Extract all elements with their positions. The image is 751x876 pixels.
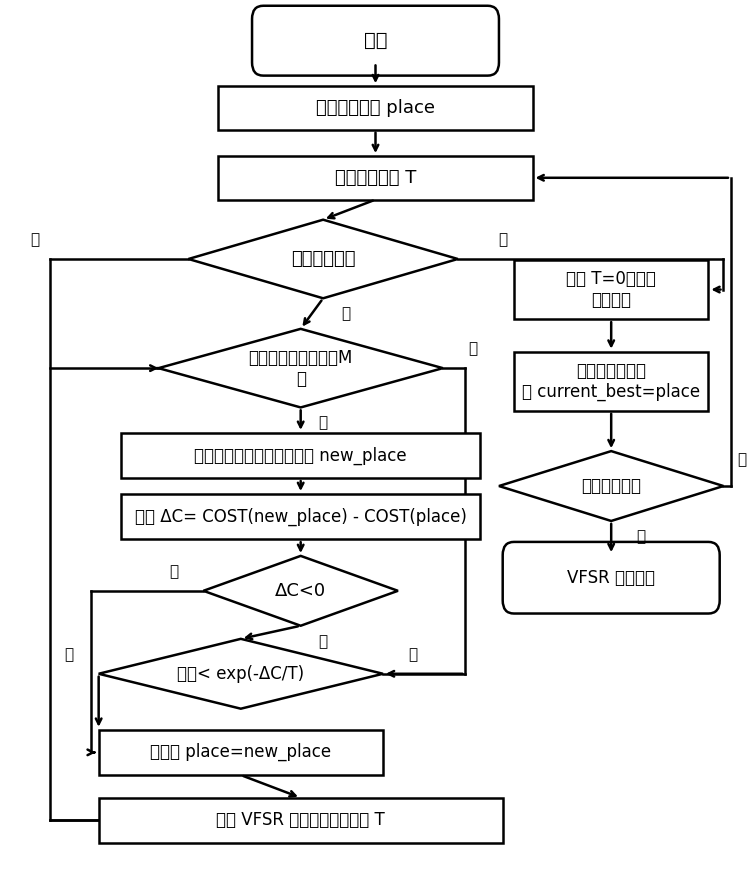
Bar — [514, 351, 708, 411]
Text: 是: 是 — [64, 647, 74, 662]
Polygon shape — [499, 451, 723, 521]
Text: 开始: 开始 — [363, 32, 388, 50]
Text: 内循环迭代次数达到M
次: 内循环迭代次数达到M 次 — [249, 349, 353, 387]
Bar — [98, 730, 383, 775]
Text: 搜索达到上限: 搜索达到上限 — [581, 477, 641, 495]
Text: 设置初始温度 T: 设置初始温度 T — [335, 169, 416, 187]
Bar — [121, 494, 480, 540]
Text: VFSR 算法结束: VFSR 算法结束 — [567, 569, 655, 587]
Text: 根据 VFSR 退火函数更新温度 T: 根据 VFSR 退火函数更新温度 T — [216, 811, 385, 830]
Text: 是: 是 — [498, 232, 507, 247]
Text: 是: 是 — [468, 342, 478, 357]
Text: 随机调整布局，产生领域解 new_place: 随机调整布局，产生领域解 new_place — [195, 447, 407, 464]
FancyBboxPatch shape — [252, 6, 499, 75]
Polygon shape — [98, 639, 383, 709]
Bar — [219, 156, 532, 200]
Text: ΔC<0: ΔC<0 — [275, 582, 326, 600]
Text: 否: 否 — [737, 452, 746, 467]
Bar — [98, 798, 502, 844]
Text: 是: 是 — [31, 232, 40, 247]
Polygon shape — [204, 556, 398, 625]
Text: 设置初始布局 place: 设置初始布局 place — [316, 99, 435, 117]
Text: 是: 是 — [169, 564, 178, 579]
Text: 接受解 place=new_place: 接受解 place=new_place — [150, 743, 331, 761]
Polygon shape — [158, 328, 443, 407]
Text: 达到冰点温度: 达到冰点温度 — [291, 250, 355, 268]
Text: 如果当前解更优
则 current_best=place: 如果当前解更优 则 current_best=place — [522, 362, 700, 401]
Text: 是: 是 — [637, 529, 646, 544]
Text: 否: 否 — [318, 415, 327, 431]
Text: 概率< exp(-ΔC/T): 概率< exp(-ΔC/T) — [177, 665, 304, 682]
Polygon shape — [189, 220, 458, 299]
Bar — [121, 433, 480, 478]
FancyBboxPatch shape — [502, 542, 719, 613]
Bar — [514, 260, 708, 319]
Text: 设置 T=0，局部
优化搜索: 设置 T=0，局部 优化搜索 — [566, 270, 656, 309]
Bar — [219, 86, 532, 130]
Text: 否: 否 — [409, 647, 418, 662]
Text: 计算 ΔC= COST(new_place) - COST(place): 计算 ΔC= COST(new_place) - COST(place) — [134, 507, 466, 526]
Text: 否: 否 — [341, 307, 350, 321]
Text: 否: 否 — [318, 634, 327, 649]
